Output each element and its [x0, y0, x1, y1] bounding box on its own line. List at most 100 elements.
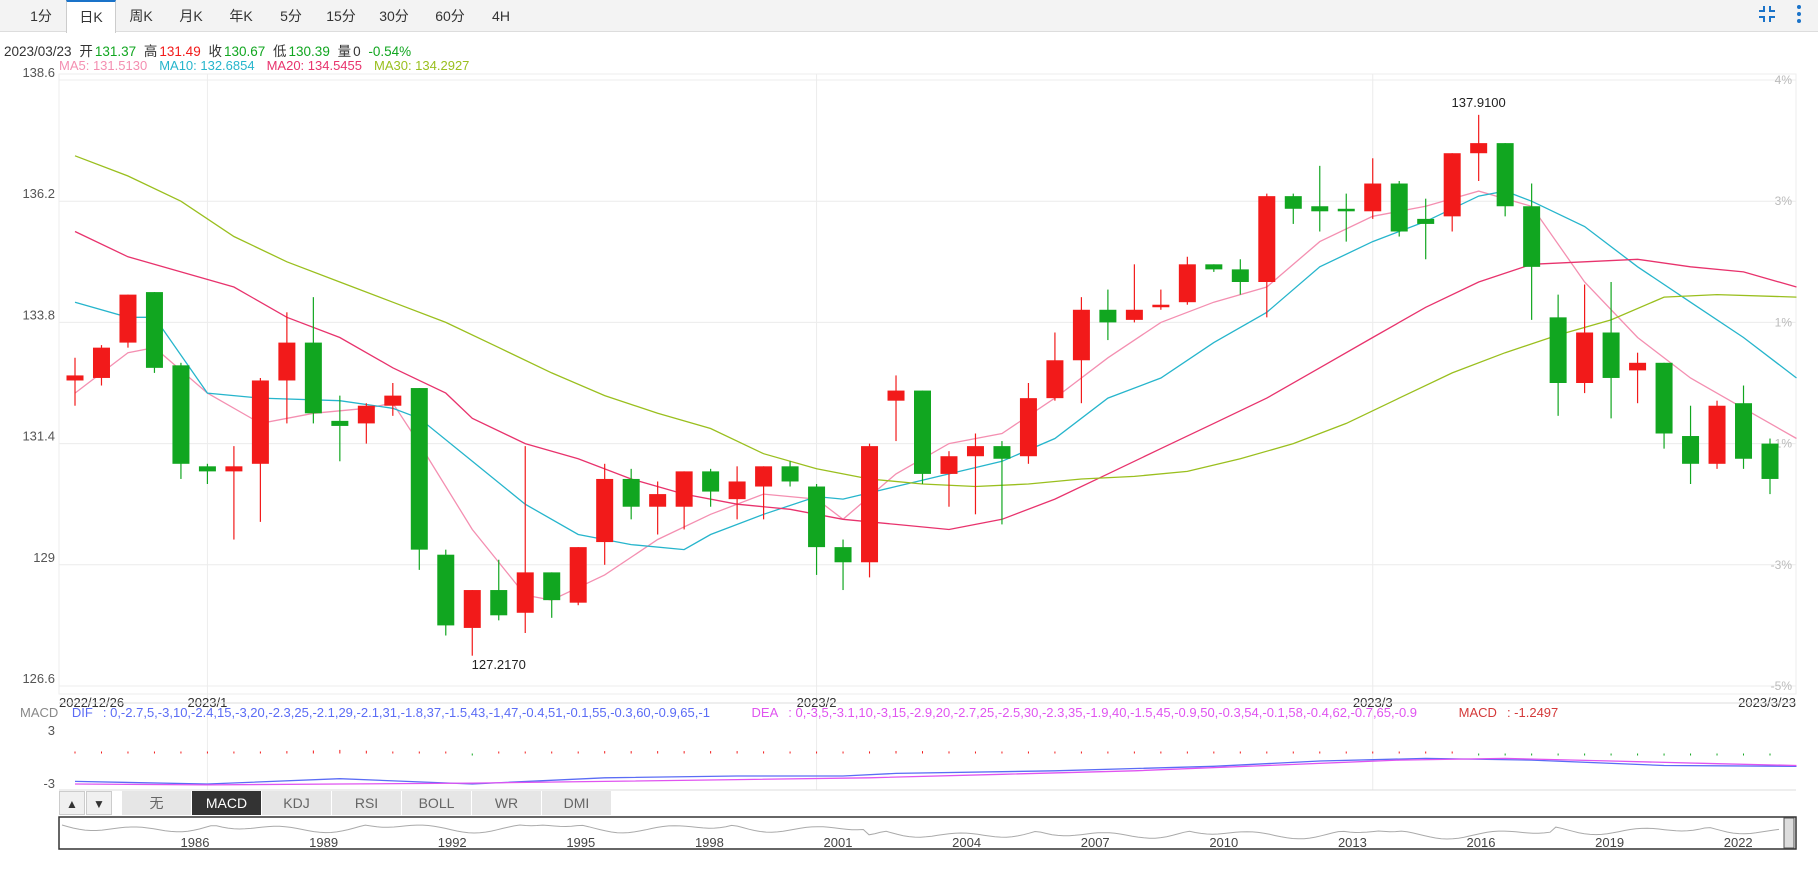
tab-60分[interactable]: 60分: [435, 8, 465, 24]
candle-body: [914, 390, 931, 474]
ma-legend: MA5: 131.5130 MA10: 132.6854 MA20: 134.545…: [59, 58, 481, 73]
candle-body: [119, 294, 137, 343]
indicator-tab-boll[interactable]: BOLL: [402, 791, 472, 815]
overview-year-label: 2016: [1467, 835, 1496, 850]
candle-body: [1258, 196, 1276, 282]
ma-legend-ma20: MA20: 134.5455: [266, 58, 362, 73]
info-date: 2023/03/23: [4, 44, 72, 59]
candle-body: [225, 466, 243, 472]
tab-15分[interactable]: 15分: [326, 8, 356, 24]
candle-body: [1682, 436, 1700, 464]
indicator-tab-dmi[interactable]: DMI: [542, 791, 612, 815]
candle-body: [1178, 264, 1196, 303]
candle-body: [145, 292, 163, 368]
overview-year-label: 2022: [1724, 835, 1753, 850]
candle-body: [1735, 403, 1753, 459]
candle-body: [1099, 309, 1117, 323]
overview-year-label: 1986: [181, 835, 210, 850]
more-options-icon[interactable]: [1795, 4, 1803, 29]
candle-body: [781, 466, 799, 482]
candle-body: [622, 478, 640, 507]
candle-body: [1549, 317, 1567, 383]
tab-5分[interactable]: 5分: [280, 8, 302, 24]
candle-body: [861, 446, 879, 563]
y-tick-label: 138.6: [22, 65, 55, 80]
pct-tick-label: 1%: [1775, 315, 1793, 329]
macd-y-tick: 3: [48, 723, 55, 738]
overview-year-label: 2007: [1081, 835, 1110, 850]
indicator-up-button[interactable]: ▲: [59, 791, 85, 815]
info-open-label: 开: [79, 44, 93, 59]
ma-line-ma10: [74, 190, 1797, 551]
ma-legend-ma5: MA5: 131.5130: [59, 58, 148, 73]
dif-line: [74, 757, 1797, 785]
candle-body: [1443, 153, 1461, 217]
overview-year-label: 1995: [566, 835, 595, 850]
candle-body: [1284, 196, 1302, 209]
overview-handle: [1783, 817, 1795, 849]
price-annotation: 127.2170: [472, 657, 526, 672]
fullscreen-exit-icon[interactable]: [1757, 4, 1777, 29]
indicator-tab-wr[interactable]: WR: [472, 791, 542, 815]
candle-body: [490, 590, 508, 616]
tab-年K[interactable]: 年K: [229, 8, 253, 24]
tab-周K[interactable]: 周K: [129, 8, 153, 24]
candle-body: [1311, 206, 1329, 212]
candle-body: [596, 478, 614, 543]
candle-body: [1152, 304, 1170, 308]
y-tick-label: 126.6: [22, 671, 55, 686]
info-change: -0.54%: [368, 44, 412, 59]
candle-body: [1708, 405, 1726, 464]
pct-tick-label: 3%: [1775, 194, 1793, 208]
candle-body: [1602, 332, 1620, 378]
dea-line: [74, 757, 1797, 786]
tab-30分[interactable]: 30分: [379, 8, 409, 24]
candle-body: [649, 494, 667, 507]
ohlc-info-line: 2023/03/23 开 131.37 高 131.49 收 130.67 低 130.…: [4, 40, 415, 60]
candle-body: [66, 375, 84, 381]
candle-body: [437, 554, 455, 626]
plot-frame: [58, 73, 1797, 695]
pct-tick-label: -5%: [1771, 679, 1793, 693]
candle-body: [543, 572, 561, 601]
indicator-tab-macd[interactable]: MACD: [192, 791, 262, 815]
candle-body: [278, 342, 296, 381]
candle-body: [331, 420, 349, 426]
indicator-tab-rsi[interactable]: RSI: [332, 791, 402, 815]
candle-body: [1337, 208, 1355, 212]
candle-body: [198, 466, 216, 472]
indicator-tab-kdj[interactable]: KDJ: [262, 791, 332, 815]
tab-月K[interactable]: 月K: [179, 8, 203, 24]
tab-4H[interactable]: 4H: [492, 8, 510, 24]
candle-body: [966, 446, 984, 457]
y-tick-label: 136.2: [22, 186, 55, 201]
overview-year-label: 2013: [1338, 835, 1367, 850]
candle-body: [1761, 443, 1779, 479]
dea-value: 0,-3,5,-3.1,10,-3,15,-2.9,20,-2.7,25,-2.…: [795, 705, 1418, 720]
tab-日K[interactable]: 日K: [66, 0, 116, 33]
candle-body: [1046, 360, 1064, 399]
candle-body: [1629, 362, 1647, 371]
candle-body: [463, 590, 481, 628]
macd-y-tick: -3: [43, 776, 55, 791]
candle-body: [728, 481, 746, 500]
y-tick-label: 129: [33, 550, 55, 565]
indicator-tab-无[interactable]: 无: [122, 791, 192, 815]
y-tick-label: 131.4: [22, 429, 55, 444]
ma-line-ma5: [74, 190, 1797, 601]
candle-body: [1205, 264, 1223, 270]
overview-year-label: 1992: [438, 835, 467, 850]
candle-body: [1523, 206, 1541, 267]
candle-body: [1576, 332, 1594, 383]
candle-body: [1496, 143, 1514, 207]
info-open: 131.37: [94, 44, 137, 59]
timeframe-tab-bar: 1分 日K 周K 月K 年K 5分 15分 30分 60分 4H: [0, 0, 1818, 33]
ma-line-ma30: [74, 155, 1797, 488]
ma-legend-ma30: MA30: 134.2927: [374, 58, 470, 73]
candle-body: [993, 446, 1011, 459]
tab-1分[interactable]: 1分: [30, 8, 52, 24]
info-close: 130.67: [223, 44, 266, 59]
indicator-down-button[interactable]: ▼: [86, 791, 112, 815]
x-tick-label: 2023/3/23: [1738, 695, 1796, 710]
